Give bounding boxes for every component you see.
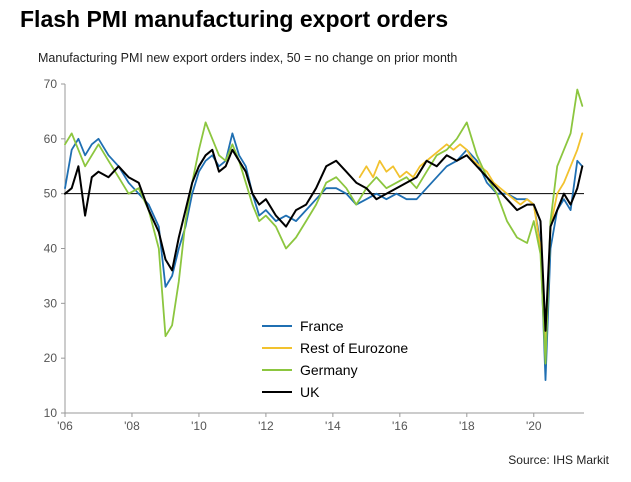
chart-title: Flash PMI manufacturing export orders bbox=[20, 6, 449, 32]
x-tick-label: '14 bbox=[325, 419, 341, 433]
chart-axes: 10 20 30 40 50 60 70 '06 '08 '10 '12 '14 '16 '18 '20 bbox=[44, 77, 584, 433]
series-line-uk bbox=[64, 148, 584, 332]
x-tick-label: '18 bbox=[459, 419, 475, 433]
x-tick-label: '10 bbox=[191, 419, 207, 433]
legend-label-france: France bbox=[300, 318, 344, 334]
source-note: Source: IHS Markit bbox=[508, 453, 609, 467]
legend-label-germany: Germany bbox=[300, 362, 358, 378]
chart-series-lines bbox=[64, 88, 584, 381]
y-tick-label: 50 bbox=[44, 187, 58, 201]
series-line-germany bbox=[64, 88, 584, 365]
series-line-france bbox=[64, 132, 584, 381]
x-tick-label: '06 bbox=[57, 419, 73, 433]
legend-label-rest-of-eurozone: Rest of Eurozone bbox=[300, 340, 408, 356]
y-tick-label: 10 bbox=[44, 406, 58, 420]
y-tick-label: 30 bbox=[44, 296, 58, 310]
y-tick-label: 70 bbox=[44, 77, 58, 91]
y-tick-label: 20 bbox=[44, 351, 58, 365]
x-tick-label: '12 bbox=[258, 419, 274, 433]
legend-label-uk: UK bbox=[300, 384, 320, 400]
chart-subtitle: Manufacturing PMI new export orders inde… bbox=[38, 51, 458, 65]
x-tick-label: '20 bbox=[526, 419, 542, 433]
chart-legend: France Rest of Eurozone Germany UK bbox=[262, 318, 408, 400]
y-tick-label: 40 bbox=[44, 242, 58, 256]
x-tick-label: '08 bbox=[124, 419, 140, 433]
x-tick-label: '16 bbox=[392, 419, 408, 433]
y-tick-label: 60 bbox=[44, 132, 58, 146]
